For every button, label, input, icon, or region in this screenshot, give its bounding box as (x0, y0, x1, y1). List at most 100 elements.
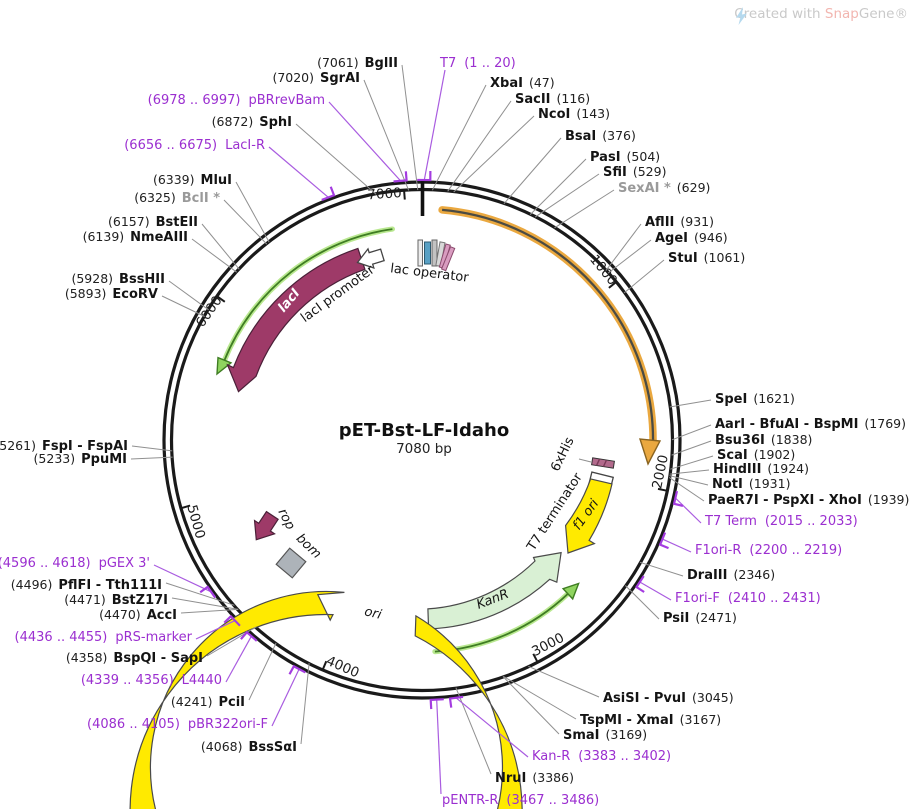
site-pos: (4068) (201, 739, 243, 754)
site-pos: (7061) (317, 55, 359, 70)
f1-ori-arrow (564, 478, 613, 554)
primer-mark-shape (417, 170, 432, 182)
leader-line (671, 440, 712, 456)
ori-arrow (129, 590, 523, 809)
site-label-asisi-pvui: AsiSI - PvuI (3045) (603, 690, 734, 706)
operator-bar-3 (431, 239, 438, 267)
site-label-smai: SmaI (3169) (563, 727, 647, 743)
site-name: SfiI (603, 165, 627, 180)
site-pos: (504) (627, 149, 661, 164)
site-name: BstEII (156, 215, 198, 230)
primer-mark (199, 585, 217, 599)
site-pos: (3167) (680, 712, 722, 727)
tick-3000 (532, 653, 539, 663)
site-name: AsiSI - PvuI (603, 691, 686, 706)
primer-leader-line (455, 697, 529, 758)
site-label-stui: StuI (1061) (668, 250, 745, 266)
site-label-fspi-fspai: (5261) FspI - FspAI (0, 438, 128, 454)
laci-orf-arrow (216, 226, 395, 376)
site-pos: (946) (694, 230, 728, 245)
bom-glyph (275, 547, 307, 579)
plasmid-length: 7080 bp (396, 441, 452, 457)
ori-label: ori (363, 604, 383, 623)
site-label-xbai: XbaI (47) (490, 75, 555, 91)
leader-line (131, 445, 173, 452)
site-name: PpuMI (81, 452, 127, 467)
leader-line (363, 79, 410, 191)
primer-label-prs-marker: (4436 .. 4455) pRS-marker (15, 630, 193, 645)
tick-7000 (403, 190, 406, 200)
tick-4000 (321, 660, 328, 670)
site-pos: (2471) (695, 610, 737, 625)
site-label-bglii: (7061) BglII (317, 55, 398, 71)
site-label-sacii: SacII (116) (515, 91, 590, 107)
leader-line (180, 608, 239, 614)
site-pos: (931) (680, 214, 714, 229)
site-label-bsteii: (6157) BstEII (108, 214, 198, 230)
primer-range: (3383 .. 3402) (578, 749, 671, 764)
operator-bar-6-wrap (440, 246, 456, 272)
leader-line (130, 456, 173, 460)
primer-label-kan-r: Kan-R (3383 .. 3402) (532, 749, 671, 764)
his6-bar (591, 457, 615, 469)
flame-shape (736, 7, 748, 25)
his6-stripe-2 (602, 459, 608, 467)
site-label-nmeaiii: (6139) NmeAIII (83, 229, 188, 245)
site-labels-left: (4068) BssSαI (4241) PciI (4358) BspQI - Sa… (0, 55, 398, 755)
primer-leader-line (436, 699, 442, 795)
site-pos: (1931) (749, 476, 791, 491)
site-name: BssSαI (248, 740, 297, 755)
leader-line (401, 64, 419, 191)
leader-line (534, 173, 600, 218)
site-name: AarI - BfuAI - BspMI (715, 417, 858, 432)
site-name: BstZ17I (112, 593, 168, 608)
primer-range: (3467 .. 3486) (506, 793, 599, 808)
laci-promoter-arrow (356, 247, 385, 269)
primer-leader-line (639, 581, 672, 601)
snapgene-flame-icon (736, 7, 748, 25)
site-name: BssHII (119, 272, 165, 287)
leader-line (607, 239, 652, 274)
site-pos: (143) (576, 106, 610, 121)
site-label-sgrai: (7020) SgrAI (272, 70, 360, 86)
leader-line (248, 642, 277, 701)
site-label-paer7i-pspxi-xhoi: PaeR7I - PspXI - XhoI (1939) (708, 492, 909, 508)
his6-leader-line (578, 458, 592, 463)
primer-range: (6978 .. 6997) (148, 93, 241, 108)
site-name: SacII (515, 92, 551, 107)
primer-label-f1ori-f: F1ori-F (2410 .. 2431) (675, 591, 821, 606)
primer-mark (240, 630, 258, 642)
site-label-tspmi-xmai: TspMI - XmaI (3167) (580, 712, 721, 728)
site-label-sexai: SexAI * (629) (618, 180, 710, 196)
site-name: BglII (365, 56, 398, 71)
primer-mark-shape (288, 664, 306, 675)
leader-line (431, 84, 487, 191)
site-pos: (4470) (99, 607, 141, 622)
site-label-noti: NotI (1931) (712, 476, 790, 492)
primer-name: LacI-R (225, 138, 265, 153)
bom-square (275, 547, 307, 579)
primer-leader-line (662, 538, 692, 553)
site-pos: (6325) (134, 190, 176, 205)
site-pos: (1924) (767, 461, 809, 476)
leader-line (639, 561, 684, 577)
primer-name: T7 (439, 56, 456, 71)
site-label-bsssai: (4068) BssSαI (201, 739, 297, 755)
site-name: NcoI (538, 107, 570, 122)
site-label-bsai: BsaI (376) (565, 128, 636, 144)
site-name: MluI (201, 173, 232, 188)
primer-range: (2410 .. 2431) (728, 591, 821, 606)
site-label-psii: PsiI (2471) (663, 610, 737, 626)
leader-line (165, 582, 235, 606)
primer-ring-marks (199, 170, 684, 710)
leader-line (453, 115, 535, 193)
site-name: EcoRV (112, 287, 158, 302)
site-name: NmeAIII (130, 230, 188, 245)
site-label-agei: AgeI (946) (655, 230, 728, 246)
site-name: SexAI * (618, 181, 671, 196)
site-pos: (629) (677, 180, 711, 195)
primer-range: (4086 .. 4105) (87, 717, 180, 732)
primer-leader-line (674, 497, 702, 524)
site-label-ppumi: (5233) PpuMI (34, 451, 127, 467)
